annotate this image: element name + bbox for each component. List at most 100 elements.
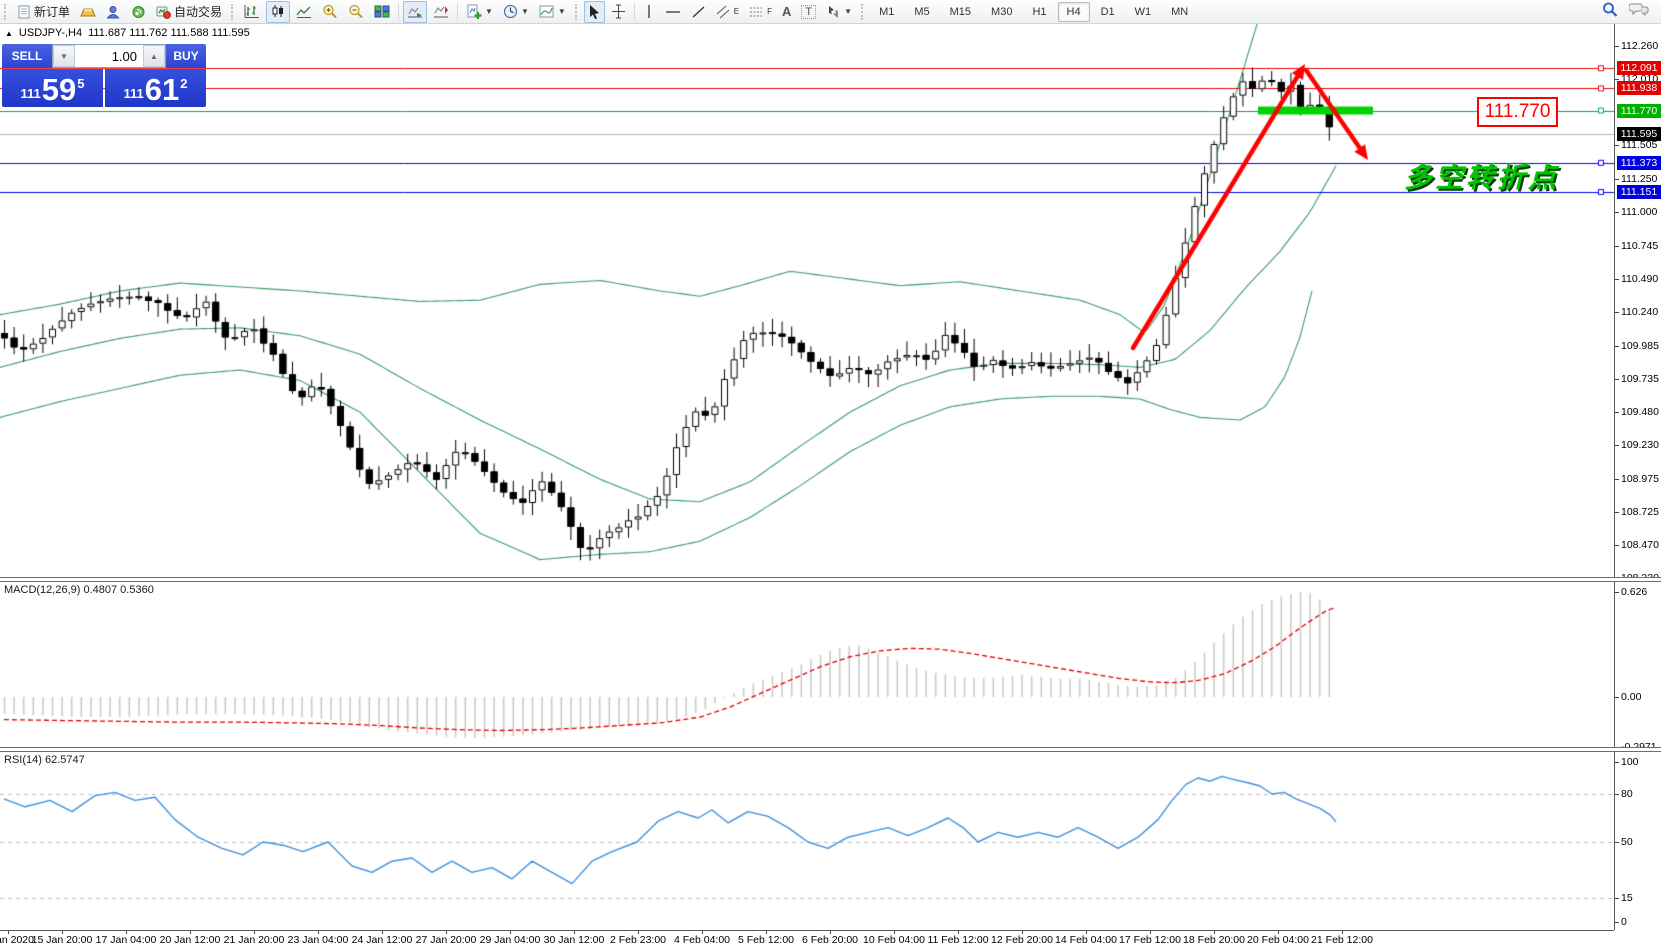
turning-point-annotation[interactable]: 多空转折点 (1404, 162, 1560, 193)
symbol-ohlc-quotes: 111.687 111.762 111.588 111.595 (88, 27, 250, 39)
timeframe-button-m1[interactable]: M1 (879, 5, 895, 18)
time-tick-label: 5 Feb 12:00 (737, 934, 795, 946)
toolbar-grip[interactable] (574, 3, 581, 20)
toolbar-grip[interactable] (861, 3, 867, 20)
zoom-out-button[interactable] (344, 1, 368, 23)
time-tick-label: 29 Jan 04:00 (479, 934, 541, 946)
crosshair-tool-button[interactable] (607, 1, 630, 23)
price-axis[interactable]: 112.260 112.010 111.505 111.250 111.000 110.7… (1614, 24, 1661, 930)
candlestick-mode-button[interactable] (266, 0, 291, 23)
price-tick-label: 109.230 (1621, 439, 1659, 452)
axis-tick-mark (1615, 78, 1619, 80)
time-tick-label: 20 Jan 12:00 (159, 934, 221, 946)
time-tick-mark (62, 931, 63, 934)
trendline-tool-button[interactable] (687, 1, 710, 23)
auto-scroll-button[interactable] (403, 0, 428, 23)
time-tick-mark (1278, 931, 1279, 934)
bar-chart-mode-button[interactable] (240, 1, 264, 23)
profile-button[interactable] (102, 1, 125, 23)
macd-label: MACD(12,26,9) 0.4807 0.5360 (4, 584, 154, 596)
zoom-in-button[interactable] (318, 1, 342, 23)
sell-price-display[interactable]: 111 59 5 (2, 69, 103, 107)
market-button[interactable] (76, 1, 100, 23)
time-tick-label: 6 Feb 20:00 (801, 934, 859, 946)
main-toolbar: 新订单 自动交易 (0, 0, 1661, 24)
indicators-button[interactable]: ▼ (462, 1, 497, 23)
toolbar-grip[interactable] (4, 3, 10, 20)
time-tick-mark (510, 931, 511, 934)
time-tick-label: 14 Feb 04:00 (1055, 934, 1117, 946)
price-tick-label: 109.480 (1621, 406, 1659, 419)
fibonacci-tool-button[interactable]: F (745, 1, 776, 23)
periods-button[interactable]: ▼ (499, 1, 533, 23)
axis-tick-mark (1615, 211, 1619, 213)
horizontal-line-tool-button[interactable] (661, 1, 685, 23)
price-tick-label: 109.735 (1621, 372, 1659, 385)
vertical-line-tool-button[interactable] (639, 1, 659, 23)
fibonacci-icon (749, 5, 764, 19)
axis-tick-mark (1615, 511, 1619, 513)
volume-decrease-button[interactable]: ▼ (53, 45, 75, 67)
volume-increase-button[interactable]: ▲ (143, 45, 165, 67)
auto-trading-button[interactable]: 自动交易 (152, 1, 226, 23)
timeframe-button-m30[interactable]: M30 (991, 5, 1013, 18)
text-tool-button[interactable]: A (778, 1, 795, 23)
rsi-panel-canvas[interactable] (0, 752, 1614, 930)
rsi-panel-resize-divider[interactable] (0, 747, 1661, 752)
macd-panel-canvas[interactable] (0, 582, 1614, 747)
new-order-button[interactable]: 新订单 (13, 1, 74, 23)
template-chart-icon (539, 4, 555, 19)
price-callout-label[interactable]: 111.770 (1477, 97, 1558, 127)
buy-price-big: 61 (144, 72, 180, 107)
chat-icon[interactable] (1628, 2, 1649, 21)
time-tick-label: 4 Feb 04:00 (673, 934, 731, 946)
price-badge-112.091: 112.091 (1617, 61, 1661, 76)
timeframe-button-d1[interactable]: D1 (1100, 5, 1115, 18)
tile-windows-button[interactable] (370, 1, 394, 23)
timeframe-button-h4[interactable]: H4 (1057, 1, 1090, 22)
search-icon[interactable] (1601, 2, 1619, 21)
price-badge-111.373: 111.373 (1617, 155, 1661, 170)
time-tick-label: 2 Feb 23:00 (609, 934, 667, 946)
time-tick-label: 30 Jan 12:00 (543, 934, 605, 946)
toolbar-grip[interactable] (231, 3, 237, 20)
time-tick-mark (382, 931, 383, 934)
chart-shift-button[interactable] (429, 1, 453, 23)
time-tick-mark (958, 931, 959, 934)
cursor-tool-button[interactable] (583, 0, 605, 23)
timeframe-button-m5[interactable]: M5 (914, 5, 930, 18)
signals-button[interactable] (127, 1, 150, 23)
line-chart-mode-button[interactable] (292, 1, 316, 23)
sell-button[interactable]: SELL (2, 44, 52, 68)
buy-price-display[interactable]: 111 61 2 (105, 69, 206, 107)
templates-button[interactable]: ▼ (535, 1, 570, 23)
price-tick-label: 108.470 (1621, 539, 1659, 552)
macd-panel-resize-divider[interactable] (0, 577, 1661, 582)
rsi-tick-label: 15 (1621, 892, 1633, 904)
buy-price-base: 111 (123, 86, 144, 101)
trendline-icon (691, 5, 706, 19)
arrows-tool-icon (826, 5, 841, 19)
time-tick-mark (1086, 931, 1087, 934)
timeframe-button-h1[interactable]: H1 (1032, 5, 1047, 18)
arrows-tool-button[interactable]: ▼ (822, 1, 856, 23)
volume-input[interactable] (75, 45, 143, 67)
axis-tick-mark (1615, 412, 1619, 414)
time-tick-mark (894, 931, 895, 934)
fibonacci-tool-label: F (767, 7, 773, 16)
channel-tool-button[interactable]: E (712, 1, 743, 23)
axis-tick-mark (1615, 312, 1619, 314)
timeframe-button-mn[interactable]: MN (1171, 5, 1189, 18)
text-label-tool-button[interactable]: T (797, 1, 820, 23)
label-tool-label: T (801, 4, 817, 19)
time-tick-mark (702, 931, 703, 934)
main-chart-canvas[interactable] (0, 24, 1614, 577)
rsi-tick-label: 50 (1621, 836, 1633, 848)
timeframe-button-m15[interactable]: M15 (949, 5, 972, 18)
buy-button[interactable]: BUY (166, 44, 206, 68)
price-tick-label: 109.985 (1621, 339, 1659, 352)
timeframe-button-w1[interactable]: W1 (1134, 5, 1152, 18)
time-tick-label: 21 Jan 20:00 (223, 934, 285, 946)
axis-tick-mark (1615, 762, 1619, 763)
